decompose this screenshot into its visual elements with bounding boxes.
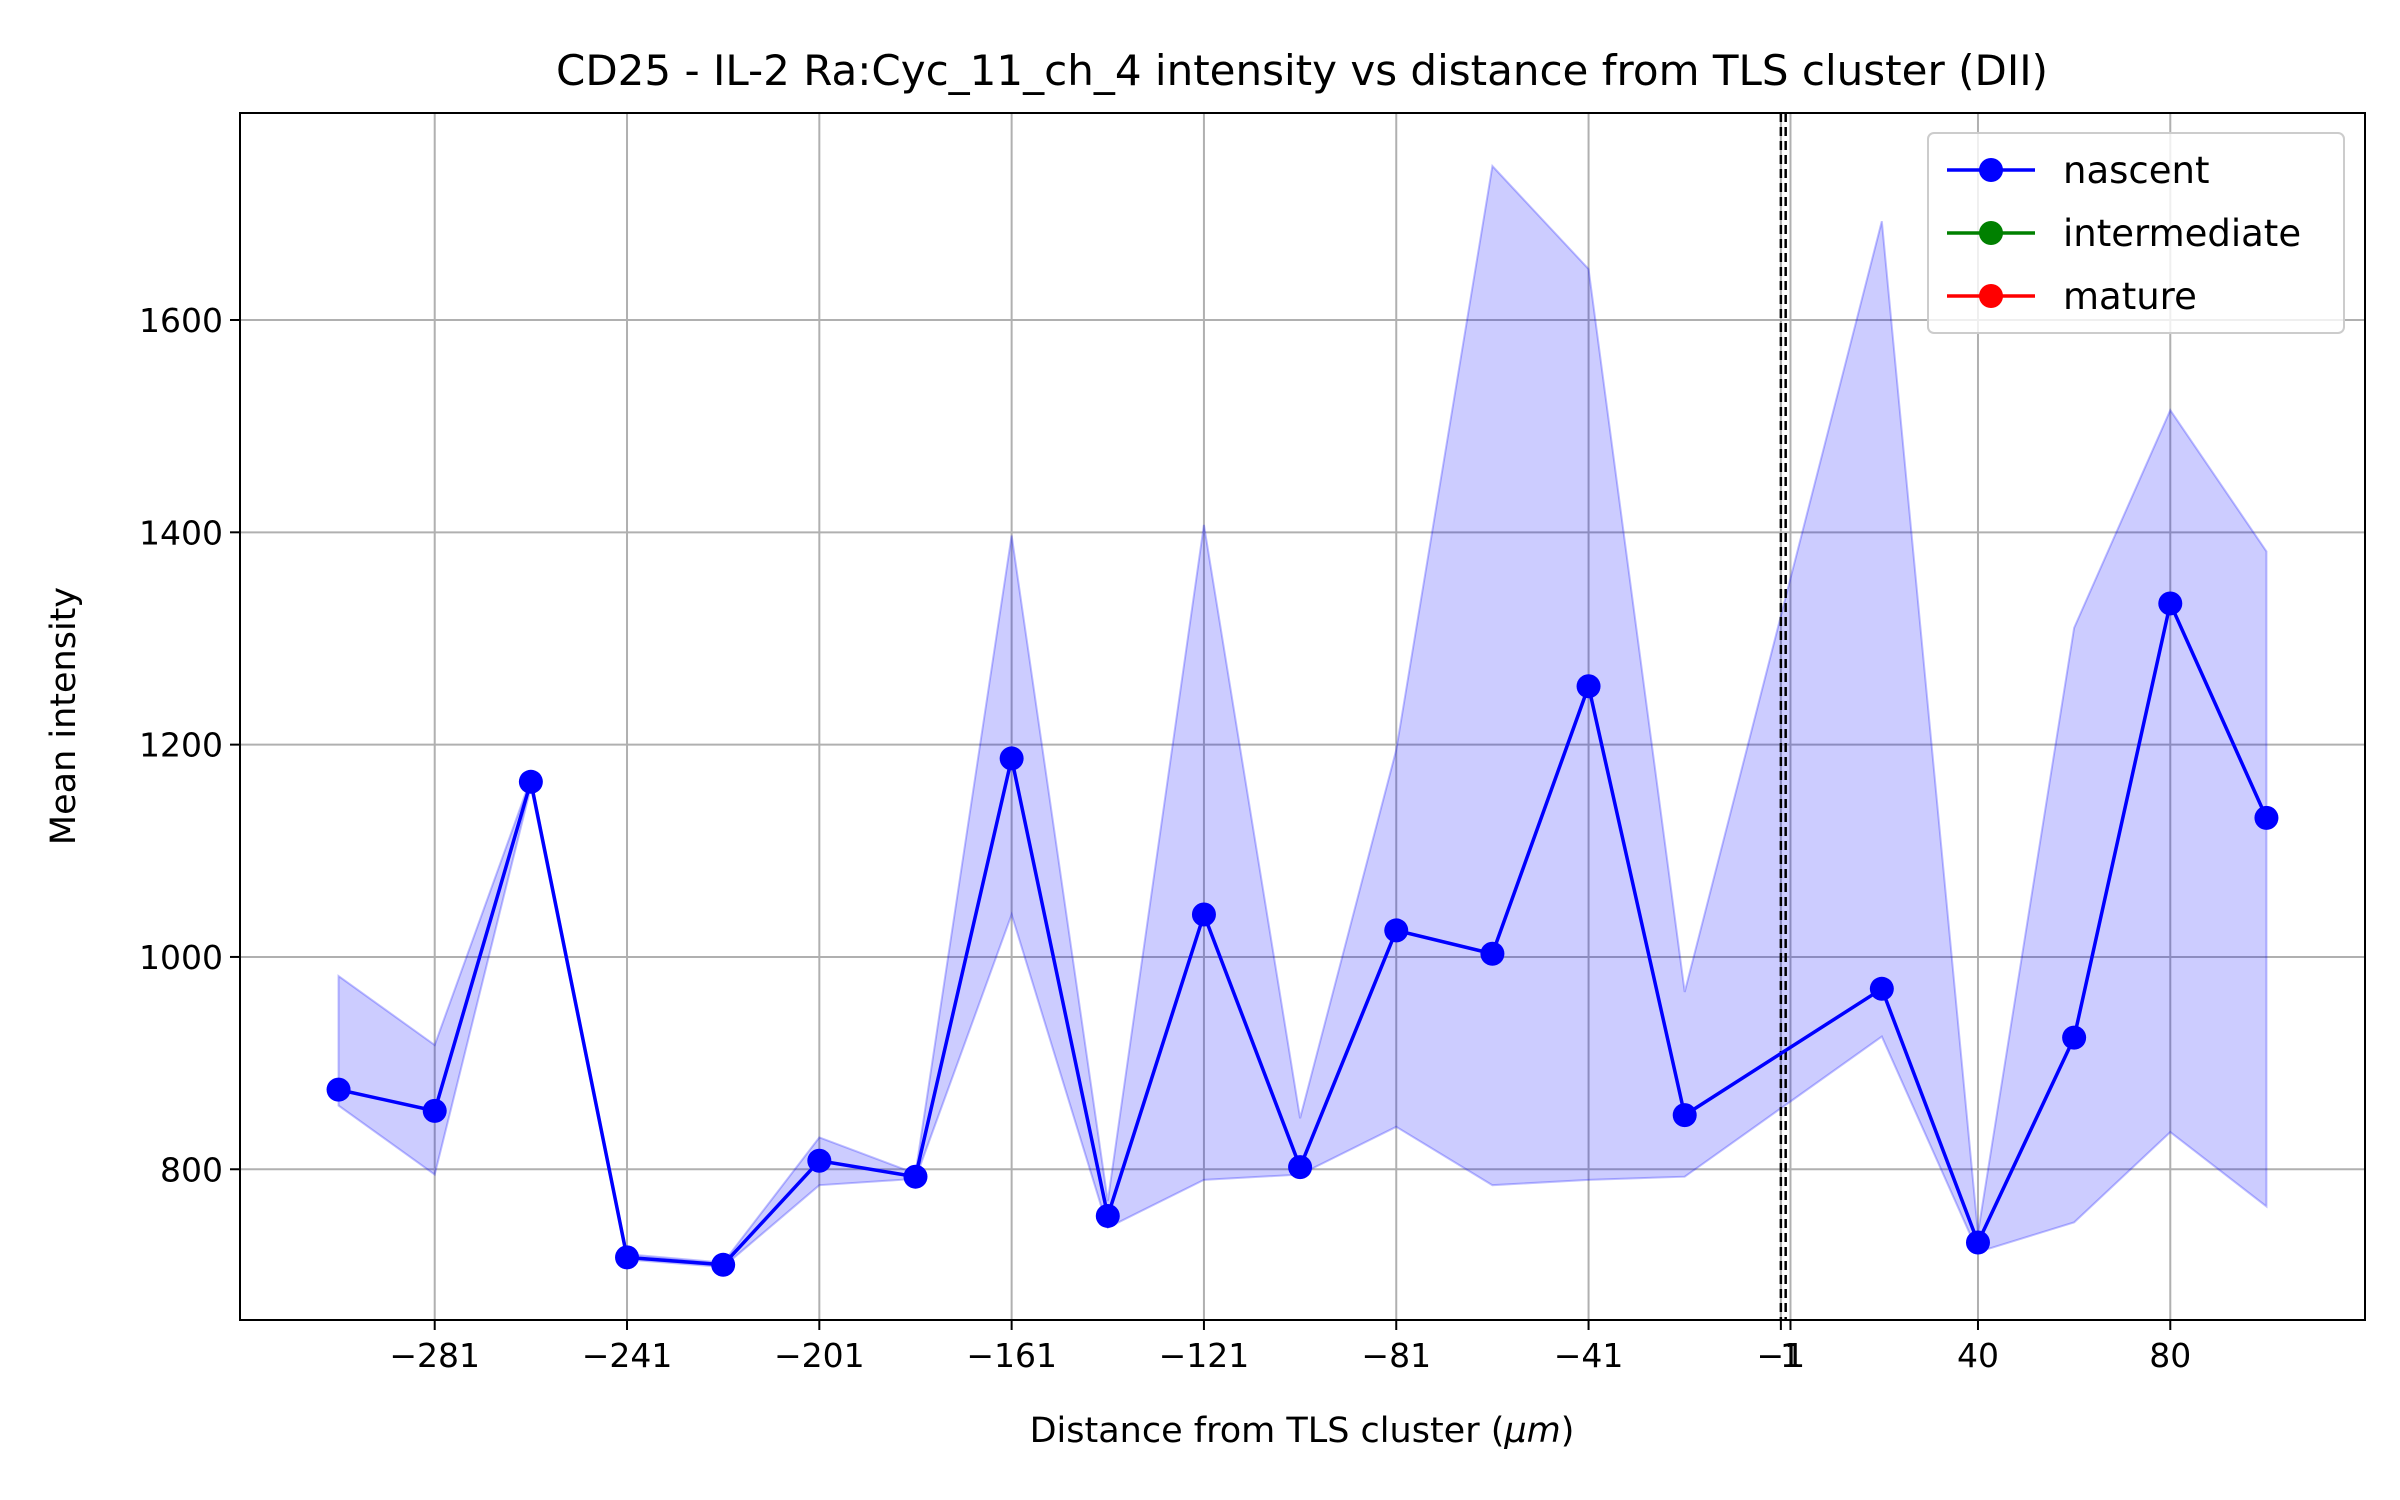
x-tick-label: −41 xyxy=(1554,1336,1624,1375)
legend: nascent intermediate mature xyxy=(1927,132,2345,334)
data-point xyxy=(1672,1103,1697,1128)
y-axis-label: Mean intensity xyxy=(44,587,84,845)
legend-items: nascent intermediate mature xyxy=(1947,149,2301,318)
legend-label: intermediate xyxy=(2063,212,2301,255)
x-tick-label: −161 xyxy=(966,1336,1057,1375)
x-tick-label: 80 xyxy=(2149,1336,2191,1375)
data-point xyxy=(422,1098,447,1123)
series-points xyxy=(326,591,2279,1277)
x-axis-label-prefix: Distance from TLS cluster ( xyxy=(1030,1411,1505,1451)
series-line xyxy=(338,601,2269,1267)
x-tick-label: 40 xyxy=(1957,1336,1999,1375)
data-point xyxy=(807,1148,832,1173)
x-axis-label-suffix: ) xyxy=(1561,1411,1575,1451)
y-tick-label: 1200 xyxy=(139,726,223,765)
data-point xyxy=(1384,918,1409,943)
x-tick-label: −241 xyxy=(582,1336,673,1375)
data-point xyxy=(1288,1155,1313,1180)
x-tick-label: −121 xyxy=(1159,1336,1250,1375)
plot-frame xyxy=(239,112,2366,1321)
x-tick-label: −81 xyxy=(1361,1336,1431,1375)
y-tick-label: 1600 xyxy=(139,301,223,340)
data-point xyxy=(1869,976,1894,1001)
data-point xyxy=(903,1164,928,1189)
legend-marker xyxy=(1979,158,2003,182)
data-point xyxy=(1095,1203,1120,1228)
legend-marker xyxy=(1979,284,2003,308)
data-point xyxy=(615,1245,640,1270)
reference-lines xyxy=(1779,113,1787,1320)
x-tick-label: 1 xyxy=(1780,1336,1801,1375)
x-tick-label: −1 xyxy=(1757,1336,1806,1375)
data-point xyxy=(1576,674,1601,699)
legend-frame xyxy=(1927,132,2345,334)
data-point xyxy=(999,746,1024,771)
data-point xyxy=(2254,805,2279,830)
legend-label: mature xyxy=(2063,275,2197,318)
confidence-band xyxy=(337,163,2268,1268)
x-tick-label: −281 xyxy=(389,1336,480,1375)
x-axis-ticks: −281 −241 −201 −161 −121 −81 −41 −11 40 80 xyxy=(389,1320,2191,1375)
y-tick-label: 800 xyxy=(160,1150,223,1189)
data-point xyxy=(518,769,543,794)
data-point xyxy=(1480,941,1505,966)
x-axis-label: Distance from TLS cluster (μm) xyxy=(1030,1411,1575,1451)
legend-marker xyxy=(1979,221,2003,245)
legend-label: nascent xyxy=(2063,149,2209,192)
y-axis-ticks: 800 1000 1200 1400 1600 xyxy=(139,301,240,1189)
x-tick-label: −201 xyxy=(774,1336,865,1375)
data-point xyxy=(711,1252,736,1277)
data-point xyxy=(2062,1025,2087,1050)
data-point xyxy=(2158,591,2183,616)
series-lines xyxy=(338,601,2269,1267)
y-tick-label: 1000 xyxy=(139,938,223,977)
y-tick-label: 1400 xyxy=(139,513,223,552)
data-point xyxy=(326,1077,351,1102)
data-point xyxy=(1965,1230,1990,1255)
data-point xyxy=(1191,902,1216,927)
confidence-bands xyxy=(337,163,2268,1268)
x-axis-label-unit: μm xyxy=(1503,1411,1560,1451)
chart-title: CD25 - IL-2 Ra:Cyc_11_ch_4 intensity vs … xyxy=(556,46,2048,95)
